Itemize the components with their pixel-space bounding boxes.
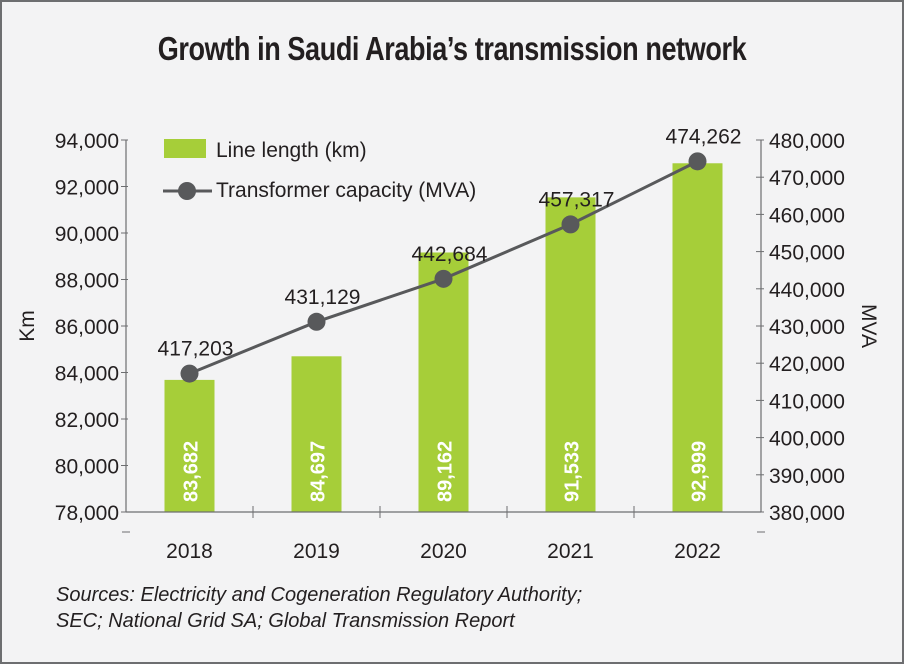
bar-2018 [164, 379, 215, 512]
bar-label-2018: 83,682 [181, 441, 203, 502]
sources-line-1: Sources: Electricity and Cogeneration Re… [56, 584, 583, 606]
sources-note: Sources: Electricity and Cogeneration Re… [56, 582, 582, 634]
left-tick-label: 86,000 [55, 316, 119, 339]
line-point-2020 [434, 269, 453, 288]
bar-label-2022: 92,999 [689, 441, 711, 502]
right-tick-label: 400,000 [769, 428, 845, 451]
right-tick-label: 440,000 [769, 279, 845, 302]
bar-2021 [545, 197, 596, 512]
legend-swatch-bar [164, 139, 206, 158]
sources-line-2: SEC; National Grid SA; Global Transmissi… [56, 610, 515, 632]
left-tick-label: 92,000 [55, 177, 119, 200]
left-axis-label: Km [16, 310, 39, 342]
legend-label-line: Transformer capacity (MVA) [216, 179, 476, 202]
left-tick-label: 78,000 [55, 502, 119, 525]
bar-label-2019: 84,697 [308, 441, 330, 502]
left-tick-label: 82,000 [55, 409, 119, 432]
right-tick-label: 430,000 [769, 316, 845, 339]
right-tick-label: 480,000 [769, 130, 845, 153]
chart-title: Growth in Saudi Arabia’s transmission ne… [157, 30, 747, 67]
right-axis-label: MVA [857, 304, 880, 348]
left-tick-label: 90,000 [55, 223, 119, 246]
right-tick-label: 420,000 [769, 353, 845, 376]
right-tick-label: 380,000 [769, 502, 845, 525]
line-point-2021 [561, 215, 580, 234]
left-tick-label: 84,000 [55, 363, 119, 386]
bar-label-2021: 91,533 [562, 441, 584, 502]
x-tick-label: 2019 [293, 540, 340, 563]
line-point-2022 [688, 152, 707, 171]
right-tick-label: 460,000 [769, 204, 845, 227]
line-label-2020: 442,684 [412, 243, 488, 266]
bar-2019 [291, 356, 342, 512]
line-label-2019: 431,129 [285, 286, 361, 309]
line-point-2018 [180, 364, 199, 383]
line-label-2021: 457,317 [539, 188, 615, 211]
left-tick-label: 80,000 [55, 456, 119, 479]
legend-label-bar: Line length (km) [216, 139, 367, 162]
line-label-2018: 417,203 [158, 338, 234, 361]
right-tick-label: 390,000 [769, 465, 845, 488]
right-tick-label: 470,000 [769, 167, 845, 190]
left-tick-label: 88,000 [55, 270, 119, 293]
x-tick-label: 2022 [674, 540, 721, 563]
legend-swatch-marker [178, 182, 196, 200]
x-tick-label: 2018 [166, 540, 213, 563]
right-tick-label: 410,000 [769, 390, 845, 413]
right-tick-label: 450,000 [769, 242, 845, 265]
line-label-2022: 474,262 [666, 125, 742, 148]
left-tick-label: 94,000 [55, 130, 119, 153]
x-tick-label: 2020 [420, 540, 467, 563]
x-tick-label: 2021 [547, 540, 594, 563]
bar-label-2020: 89,162 [435, 441, 457, 502]
line-point-2019 [307, 312, 326, 331]
bar-2022 [672, 163, 723, 512]
bar-2020 [418, 252, 469, 512]
